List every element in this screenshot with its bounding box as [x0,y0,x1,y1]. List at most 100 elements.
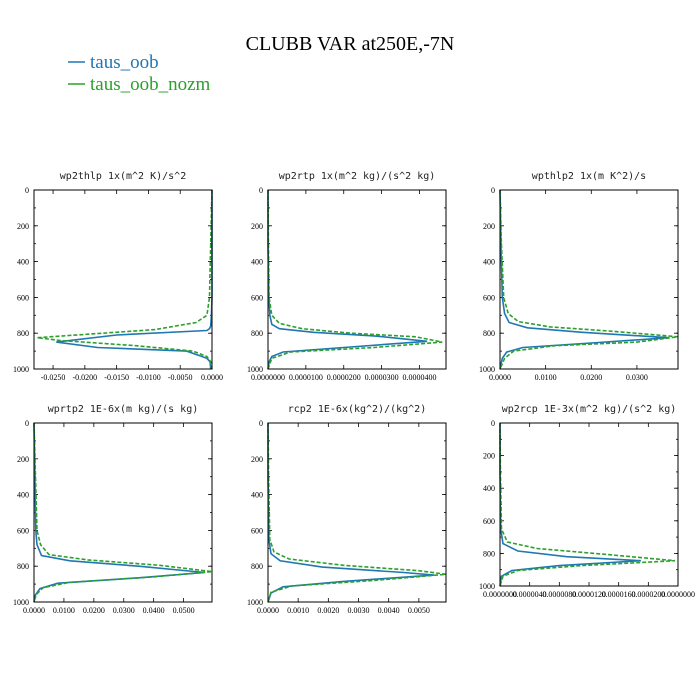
panel-title: wpthlp2 1x(m K^2)/s [532,171,646,182]
x-tick-label: 0.0000080 [542,590,576,599]
y-tick-label: 800 [251,562,263,571]
x-tick-label: 0.0300 [626,373,648,382]
x-tick-label: 0.0000100 [289,373,323,382]
legend-item-taus-oob-nozm: taus_oob_nozm [68,74,211,95]
x-tick-label: 0.0000 [489,373,511,382]
legend-label-taus-oob-nozm: taus_oob_nozm [90,74,211,95]
y-tick-label: 200 [483,222,495,231]
x-tick-label: -0.0150 [104,373,129,382]
y-tick-label: 200 [17,455,29,464]
y-tick-label: 0 [25,186,29,195]
panel-title: rcp2 1E-6x(kg^2)/(kg^2) [288,404,426,415]
series-line-taus-oob-nozm [499,422,676,587]
y-tick-label: 800 [17,562,29,571]
y-tick-label: 600 [17,293,29,302]
y-tick-label: 0 [491,419,495,428]
y-tick-label: 400 [483,484,495,493]
plot-frame [267,189,447,370]
x-tick-label: -0.0050 [168,373,193,382]
y-tick-label: 400 [17,258,29,267]
x-tick-label: 0.0000160 [602,590,636,599]
x-tick-label: 0.0000200 [327,373,361,382]
y-tick-label: 0 [25,419,29,428]
series-line-taus-oob-nozm [33,422,213,603]
y-tick-label: 0 [491,186,495,195]
x-tick-label: 0.0000000 [661,590,695,599]
series-line-taus-oob [499,189,669,370]
y-tick-label: 800 [483,549,495,558]
x-tick-label: 0.0040 [378,606,400,615]
x-tick-label: 0.0300 [113,606,135,615]
y-tick-label: 400 [251,258,263,267]
x-tick-label: 0.0000000 [251,373,285,382]
x-tick-label: -0.0100 [136,373,161,382]
y-tick-label: 1000 [13,365,29,374]
plot-frame [499,422,679,587]
chart-panel-5: rcp2 1E-6x(kg^2)/(kg^2) 0 200 400 600 800 1000… [247,404,447,615]
y-tick-label: 200 [483,452,495,461]
y-tick-label: 600 [483,517,495,526]
plot-frame [33,422,213,603]
chart-panel-2: wp2rtp 1x(m^2 kg)/(s^2 kg) 0 200 400 600 800 1… [247,171,447,382]
x-tick-label: 0.0200 [580,373,602,382]
series-line-taus-oob [267,423,434,603]
legend: taus_oob taus_oob_nozm [68,52,211,95]
y-tick-label: 400 [483,258,495,267]
series-line-taus-oob [267,190,428,370]
y-tick-label: 600 [251,293,263,302]
y-tick-label: 400 [17,491,29,500]
x-tick-label: 0.0000200 [631,590,665,599]
x-tick-label: 0.0000400 [402,373,436,382]
panel-title: wp2rtp 1x(m^2 kg)/(s^2 kg) [279,171,436,182]
y-tick-label: 800 [251,329,263,338]
x-tick-label: 0.0000040 [513,590,547,599]
y-tick-label: 1000 [479,365,495,374]
y-tick-label: 200 [17,222,29,231]
series-line-taus-oob-nozm [37,189,213,370]
plot-frame [33,189,213,370]
x-tick-label: 0.0000 [257,606,279,615]
x-tick-label: 0.0000 [23,606,45,615]
chart-panel-6: wp2rcp 1E-3x(m^2 kg)/(s^2 kg) 0 200 400 600 8… [479,404,695,599]
y-tick-label: 1000 [479,582,495,591]
x-tick-label: 0.0050 [408,606,430,615]
chart-panel-3: wpthlp2 1x(m K^2)/s 0 200 400 600 800 10000.00… [479,171,679,382]
plot-frame [499,189,679,370]
y-tick-label: 400 [251,491,263,500]
panel-title: wp2rcp 1E-3x(m^2 kg)/(s^2 kg) [502,404,677,415]
plot-frame [267,422,447,603]
series-line-taus-oob-nozm [499,189,679,370]
chart-panels: wp2thlp 1x(m^2 K)/s^2 0 200 400 600 800 1000 -0… [13,171,695,615]
y-tick-label: 1000 [247,598,263,607]
x-tick-label: 0.0000300 [365,373,399,382]
panel-title: wp2thlp 1x(m^2 K)/s^2 [60,171,186,182]
chart-panel-1: wp2thlp 1x(m^2 K)/s^2 0 200 400 600 800 1000 -0… [13,171,223,382]
y-tick-label: 200 [251,455,263,464]
legend-label-taus-oob: taus_oob [90,52,159,73]
x-tick-label: 0.0200 [83,606,105,615]
series-line-taus-oob [499,423,641,587]
x-tick-label: 0.0000120 [572,590,606,599]
y-tick-label: 600 [483,293,495,302]
x-tick-label: 0.0020 [317,606,339,615]
series-line-taus-oob [56,190,213,370]
series-line-taus-oob [33,422,205,603]
y-tick-label: 800 [17,329,29,338]
x-tick-label: 0.0000000 [483,590,517,599]
y-tick-label: 0 [259,419,263,428]
series-line-taus-oob-nozm [267,422,447,603]
x-tick-label: -0.0200 [73,373,98,382]
x-tick-label: 0.0000 [201,373,223,382]
x-tick-label: -0.0250 [41,373,66,382]
y-tick-label: 1000 [247,365,263,374]
y-tick-label: 1000 [13,598,29,607]
x-tick-label: 0.0100 [53,606,75,615]
x-tick-label: 0.0100 [535,373,557,382]
x-tick-label: 0.0400 [143,606,165,615]
y-tick-label: 800 [483,329,495,338]
series-line-taus-oob-nozm [267,189,443,370]
x-tick-label: 0.0500 [173,606,195,615]
y-tick-label: 0 [259,186,263,195]
x-tick-label: 0.0030 [348,606,370,615]
